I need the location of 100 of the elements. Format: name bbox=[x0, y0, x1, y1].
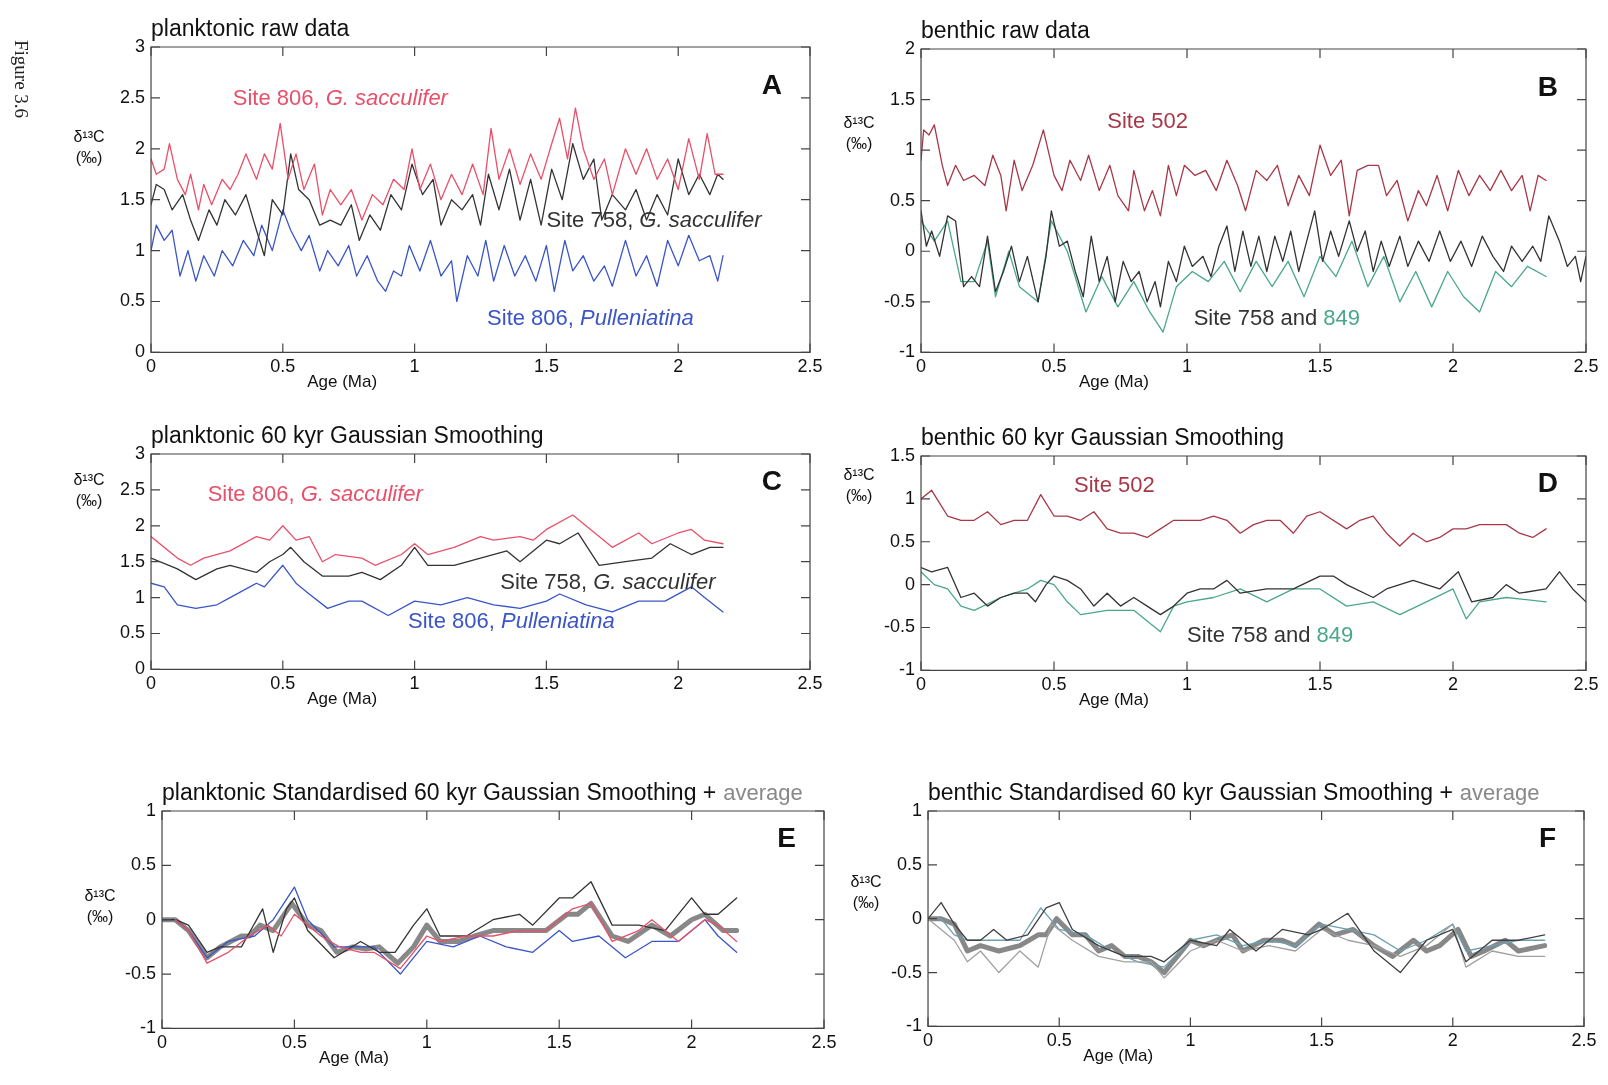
y-tick-label: 0.5 bbox=[889, 189, 916, 210]
x-axis-title: Age (Ma) bbox=[1083, 1046, 1154, 1066]
x-tick-label: 1.5 bbox=[1309, 1030, 1335, 1051]
chart-title: planktonic 60 kyr Gaussian Smoothing bbox=[151, 421, 544, 448]
y-tick-label: 0 bbox=[912, 907, 923, 928]
x-tick-label: 0.5 bbox=[281, 1032, 307, 1053]
y-tick-label: 0 bbox=[146, 908, 157, 929]
x-tick-label: 2 bbox=[673, 356, 684, 377]
x-tick-label: 1 bbox=[409, 673, 420, 694]
x-tick-label: 1 bbox=[409, 356, 420, 377]
x-tick-label: 0.5 bbox=[270, 356, 296, 377]
y-axis-title: δ¹³C (‰) bbox=[84, 887, 116, 926]
x-tick-label: 2.5 bbox=[1573, 356, 1599, 377]
y-tick-label: -1 bbox=[899, 659, 916, 680]
y-tick-label: 1.5 bbox=[119, 188, 146, 209]
y-tick-label: 1.5 bbox=[889, 88, 916, 109]
y-tick-label: 2.5 bbox=[119, 86, 146, 107]
y-tick-label: 0 bbox=[905, 573, 916, 594]
y-tick-label: -0.5 bbox=[124, 963, 157, 984]
y-tick-label: -0.5 bbox=[883, 616, 916, 637]
x-tick-label: 2 bbox=[1448, 356, 1459, 377]
series-label: Site 502 bbox=[1107, 107, 1188, 133]
series-label: Site 806, G. sacculifer bbox=[207, 480, 425, 507]
text: average bbox=[1459, 780, 1540, 806]
series-label: 849 bbox=[1316, 622, 1354, 648]
y-tick-label: -1 bbox=[899, 341, 916, 362]
x-tick-label: 0.5 bbox=[1046, 1030, 1072, 1051]
y-tick-label: 1 bbox=[905, 487, 916, 508]
annotation: E bbox=[777, 821, 796, 853]
x-tick-label: 2 bbox=[686, 1032, 697, 1053]
y-tick-label: -0.5 bbox=[883, 290, 916, 311]
chart-title: benthic raw data bbox=[921, 16, 1090, 43]
x-tick-label: 2 bbox=[1448, 674, 1459, 695]
y-tick-label: 2.5 bbox=[119, 478, 146, 499]
series-label: 849 bbox=[1323, 305, 1360, 331]
x-tick-label: 1 bbox=[421, 1032, 432, 1053]
x-tick-label: 1 bbox=[1185, 1030, 1196, 1051]
y-tick-label: 2 bbox=[905, 37, 916, 58]
x-tick-label: 2.5 bbox=[1573, 674, 1599, 695]
y-tick-label: -0.5 bbox=[890, 961, 923, 982]
y-axis-title: δ¹³C (‰) bbox=[843, 114, 875, 153]
x-tick-label: 1.5 bbox=[1307, 674, 1333, 695]
y-tick-label: 0 bbox=[905, 240, 916, 261]
y-tick-label: 2 bbox=[135, 137, 146, 158]
y-tick-label: 1 bbox=[135, 586, 146, 607]
x-tick-label: 1 bbox=[1182, 674, 1193, 695]
series-label: Site 758, G. sacculifer bbox=[500, 569, 718, 595]
caption: Figure 3.6 bbox=[11, 40, 33, 119]
x-tick-label: 2.5 bbox=[797, 356, 823, 377]
chart-title: benthic Standardised 60 kyr Gaussian Smoothing + bbox=[928, 778, 1453, 805]
y-tick-label: 0.5 bbox=[896, 853, 923, 874]
y-axis-title: δ¹³C (‰) bbox=[850, 873, 882, 912]
x-tick-label: 2.5 bbox=[797, 673, 823, 694]
x-tick-label: 2.5 bbox=[1571, 1030, 1597, 1051]
text: Site 806, G. sacculifer bbox=[232, 84, 450, 111]
x-tick-label: 0.5 bbox=[270, 673, 296, 694]
y-tick-label: 3 bbox=[135, 35, 146, 56]
annotation: A bbox=[761, 69, 782, 101]
series-label: Site 502 bbox=[1073, 472, 1155, 498]
x-axis-title: Age (Ma) bbox=[1078, 690, 1149, 710]
y-tick-label: 0.5 bbox=[130, 854, 157, 875]
x-tick-label: 0.5 bbox=[1041, 356, 1067, 377]
y-tick-label: 1.5 bbox=[119, 550, 146, 571]
x-axis-title: Age (Ma) bbox=[1078, 372, 1149, 392]
x-tick-label: 1.5 bbox=[1307, 356, 1333, 377]
series-label: Site 758 and bbox=[1193, 305, 1318, 331]
y-tick-label: 0 bbox=[135, 341, 146, 362]
x-tick-label: 1.5 bbox=[546, 1032, 572, 1053]
y-tick-label: 1 bbox=[135, 239, 146, 260]
text: average bbox=[723, 780, 803, 806]
x-tick-label: 2 bbox=[673, 673, 684, 694]
y-tick-label: 0.5 bbox=[119, 290, 146, 311]
y-axis-title: δ¹³C (‰) bbox=[843, 466, 875, 505]
chart-title: planktonic raw data bbox=[151, 14, 350, 41]
y-tick-label: 2 bbox=[135, 514, 146, 535]
y-tick-label: 0 bbox=[135, 658, 146, 679]
x-axis-title: Age (Ma) bbox=[307, 372, 378, 392]
y-tick-label: 1 bbox=[146, 799, 157, 820]
y-tick-label: 1 bbox=[912, 799, 923, 820]
y-tick-label: -1 bbox=[906, 1015, 923, 1036]
annotation: F bbox=[1538, 821, 1556, 853]
y-axis-title: δ¹³C (‰) bbox=[73, 471, 105, 510]
series-label: Site 758 and bbox=[1187, 622, 1311, 648]
x-tick-label: 2 bbox=[1447, 1030, 1458, 1051]
x-tick-label: 2.5 bbox=[811, 1032, 837, 1053]
y-tick-label: 3 bbox=[135, 442, 146, 463]
x-axis-title: Age (Ma) bbox=[319, 1048, 389, 1068]
chart-title: benthic 60 kyr Gaussian Smoothing bbox=[921, 423, 1285, 450]
chart-title: planktonic Standardised 60 kyr Gaussian Smoothing + bbox=[162, 778, 717, 805]
y-axis-title: δ¹³C (‰) bbox=[73, 128, 105, 167]
annotation: B bbox=[1537, 71, 1558, 103]
series-label: Site 758, G. sacculifer bbox=[546, 207, 764, 233]
y-tick-label: 0.5 bbox=[889, 530, 916, 551]
x-tick-label: 1.5 bbox=[533, 356, 559, 377]
y-tick-label: 1 bbox=[905, 139, 916, 160]
x-axis-title: Age (Ma) bbox=[307, 689, 378, 709]
x-tick-label: 1.5 bbox=[533, 673, 559, 694]
series-label: Site 806, Pulleniatina bbox=[487, 304, 694, 330]
y-tick-label: 1.5 bbox=[889, 444, 916, 465]
x-tick-label: 1 bbox=[1182, 356, 1193, 377]
